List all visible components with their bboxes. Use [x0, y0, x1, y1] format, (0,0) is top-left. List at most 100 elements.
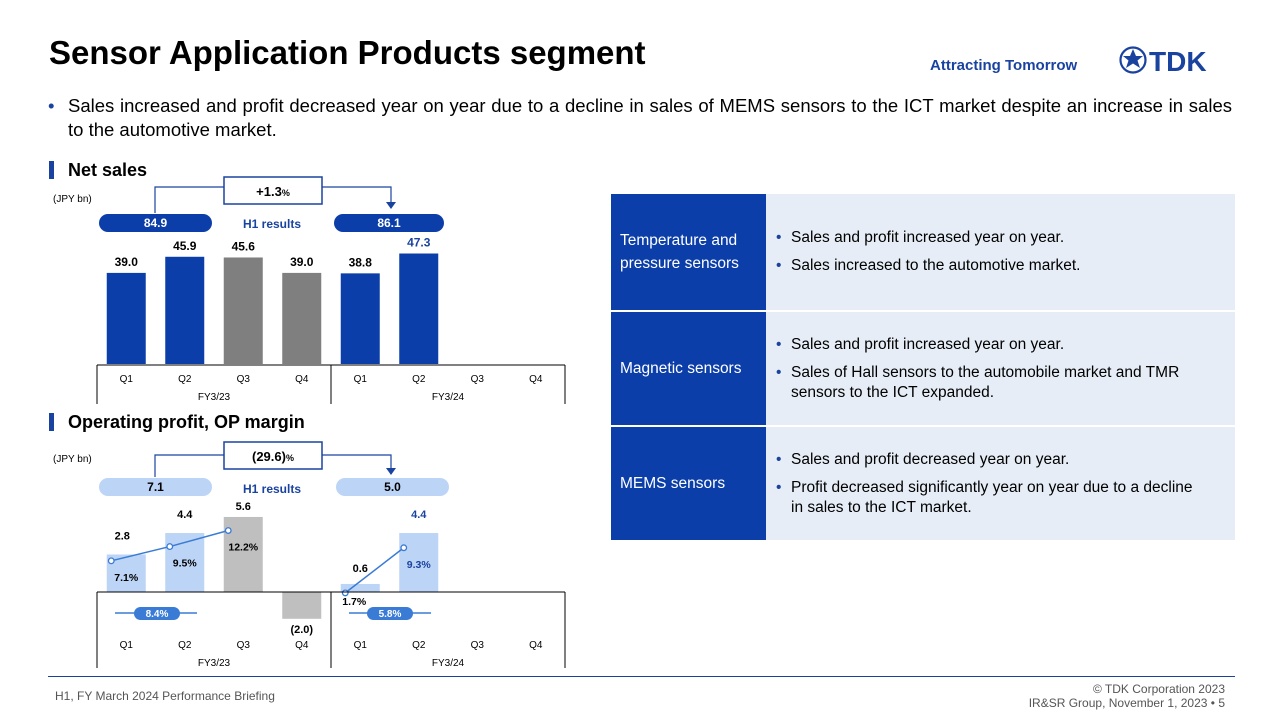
op-arrow [386, 468, 396, 475]
table-category: MEMS sensors [611, 427, 766, 540]
op-margin-label: 7.1% [114, 572, 139, 584]
op-tick-label: Q3 [237, 640, 251, 651]
net-sales-value-label: 45.9 [173, 239, 197, 253]
net-sales-bar [340, 273, 380, 364]
section-marker-op [49, 413, 54, 431]
net-sales-value-label: 39.0 [115, 255, 139, 269]
op-bar [399, 533, 439, 592]
net-sales-unit: (JPY bn) [53, 194, 92, 205]
h1-value-fy23: 84.9 [144, 216, 168, 230]
net-sales-tick-label: Q2 [412, 374, 426, 385]
op-margin-label: 1.7% [342, 596, 367, 608]
op-tick-label: Q1 [354, 640, 368, 651]
op-value-label: 4.4 [177, 509, 193, 521]
net-sales-bar [399, 253, 439, 364]
op-margin-point [224, 527, 232, 534]
op-margin-label: 9.3% [407, 559, 432, 571]
op-margin-line [111, 545, 170, 562]
op-h1-pill-fy23 [99, 478, 212, 496]
op-tick-label: Q3 [471, 640, 485, 651]
table-details: Sales and profit increased year on year.… [766, 194, 1235, 310]
op-tick-label: Q2 [178, 640, 192, 651]
op-value-label: 5.6 [236, 501, 251, 513]
net-sales-value-label: 45.6 [232, 239, 256, 253]
footer-copyright: © TDK Corporation 2023 [1092, 682, 1225, 696]
net-sales-tick-label: Q1 [120, 374, 134, 385]
logo-text: TDK [1149, 46, 1207, 74]
net-sales-tick-label: Q4 [295, 374, 309, 385]
table-point: Sales of Hall sensors to the automobile … [776, 363, 1195, 403]
tagline: Attracting Tomorrow [930, 57, 1078, 74]
footer-left: H1, FY March 2024 Performance Briefing [55, 689, 275, 703]
op-margin-line [344, 547, 405, 594]
net-sales-bar [106, 272, 146, 364]
h1-pill-fy24 [334, 214, 444, 232]
h1-pill-fy23 [99, 214, 212, 232]
op-margin-point [341, 589, 349, 597]
table-details: Sales and profit decreased year on year.… [766, 427, 1235, 540]
net-sales-tick-label: Q1 [354, 374, 368, 385]
net-sales-tick-label: Q3 [471, 374, 485, 385]
table-point: Sales and profit increased year on year. [776, 228, 1195, 248]
op-tick-label: Q1 [120, 640, 134, 651]
op-h1-margin-fy24: 5.8% [379, 609, 402, 620]
op-h1-pill-fy24 [336, 478, 449, 496]
op-bar [282, 592, 322, 619]
op-change: (29.6)% [252, 449, 294, 464]
tdk-logo: TDK [1119, 46, 1207, 74]
footer-divider [48, 676, 1235, 677]
table-row: Temperature and pressure sensorsSales an… [611, 194, 1235, 310]
net-sales-bar [282, 272, 322, 364]
net-sales-group-label: FY3/23 [198, 392, 231, 403]
table-row: MEMS sensorsSales and profit decreased y… [611, 427, 1235, 540]
h1-label: H1 results [243, 217, 301, 231]
table-point: Sales and profit decreased year on year. [776, 450, 1195, 470]
net-sales-bar [165, 256, 205, 364]
op-margin-point [107, 557, 115, 565]
table-point: Sales increased to the automotive market… [776, 256, 1195, 276]
net-sales-title: Net sales [68, 160, 148, 180]
table-details: Sales and profit increased year on year.… [766, 312, 1235, 425]
op-margin-label: 12.2% [228, 542, 258, 554]
charts-svg: (JPY bn) +1.3% 84.9 86.1 H1 results 39.0 45.9 4… [53, 176, 566, 669]
table-row: Magnetic sensorsSales and profit increas… [611, 312, 1235, 425]
op-value-label: (2.0) [290, 624, 313, 636]
op-h1-margin-pill-fy24 [367, 607, 413, 620]
op-margin-line [169, 529, 229, 548]
net-sales-change-box [223, 176, 323, 205]
op-h1-value-fy23: 7.1 [147, 480, 164, 494]
net-sales-value-label: 39.0 [290, 255, 314, 269]
op-h1-margin-pill-fy23 [134, 607, 180, 620]
h1-value-fy24: 86.1 [377, 216, 401, 230]
summary-bullet: • Sales increased and profit decreased y… [48, 95, 1232, 140]
table-point: Profit decreased significantly year on y… [776, 478, 1195, 518]
net-sales-arrow [386, 202, 396, 209]
op-h1-value-fy24: 5.0 [384, 480, 401, 494]
net-sales-tick-label: Q4 [529, 374, 543, 385]
net-sales-tick-label: Q3 [237, 374, 251, 385]
op-group-label: FY3/24 [432, 658, 465, 669]
op-value-label: 2.8 [115, 530, 130, 542]
table-point: Sales and profit increased year on year. [776, 335, 1195, 355]
op-tick-label: Q4 [295, 640, 309, 651]
op-value-label: 4.4 [411, 509, 427, 521]
page-title: Sensor Application Products segment [49, 34, 646, 71]
summary-text: Sales increased and profit decreased yea… [68, 95, 1232, 140]
net-sales-group-label: FY3/24 [432, 392, 465, 403]
net-sales-value-label: 38.8 [349, 255, 373, 269]
section-marker-net-sales [49, 161, 54, 179]
footer-page: IR&SR Group, November 1, 2023 • 5 [1028, 696, 1225, 710]
net-sales-change: +1.3% [256, 184, 290, 199]
table-category: Temperature and pressure sensors [611, 194, 766, 310]
op-tick-label: Q4 [529, 640, 543, 651]
op-tick-label: Q2 [412, 640, 426, 651]
net-sales-value-label: 47.3 [407, 236, 431, 250]
footer-right: © TDK Corporation 2023 IR&SR Group, Nove… [960, 682, 1225, 710]
net-sales-tick-label: Q2 [178, 374, 192, 385]
op-margin-point [400, 544, 408, 552]
op-change-box [223, 441, 323, 470]
op-margin-label: 9.5% [173, 558, 198, 570]
op-title: Operating profit, OP margin [68, 412, 305, 432]
op-h1-margin-fy23: 8.4% [146, 609, 169, 620]
op-unit: (JPY bn) [53, 454, 92, 465]
